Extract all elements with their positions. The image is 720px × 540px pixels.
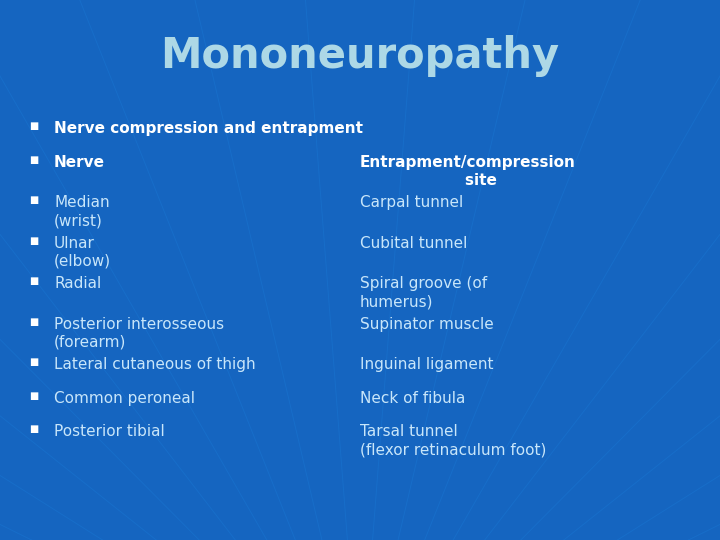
Text: ■: ■: [29, 195, 38, 206]
Text: ■: ■: [29, 317, 38, 327]
Text: ■: ■: [29, 122, 38, 132]
Text: ■: ■: [29, 391, 38, 401]
Text: Radial: Radial: [54, 276, 102, 292]
Text: Carpal tunnel: Carpal tunnel: [360, 195, 463, 211]
Text: Tarsal tunnel
(flexor retinaculum foot): Tarsal tunnel (flexor retinaculum foot): [360, 424, 546, 457]
Text: ■: ■: [29, 424, 38, 435]
Text: Posterior tibial: Posterior tibial: [54, 424, 165, 440]
Text: ■: ■: [29, 276, 38, 287]
Text: Posterior interosseous
(forearm): Posterior interosseous (forearm): [54, 317, 224, 350]
Text: Ulnar
(elbow): Ulnar (elbow): [54, 236, 111, 269]
Text: Supinator muscle: Supinator muscle: [360, 317, 494, 332]
Text: ■: ■: [29, 236, 38, 246]
Text: Inguinal ligament: Inguinal ligament: [360, 357, 493, 373]
Text: Entrapment/compression
                    site: Entrapment/compression site: [360, 155, 576, 188]
Text: Lateral cutaneous of thigh: Lateral cutaneous of thigh: [54, 357, 256, 373]
Text: Nerve: Nerve: [54, 155, 105, 170]
Text: ■: ■: [29, 155, 38, 165]
Text: Nerve compression and entrapment: Nerve compression and entrapment: [54, 122, 363, 137]
Text: Mononeuropathy: Mononeuropathy: [161, 35, 559, 77]
Text: ■: ■: [29, 357, 38, 368]
Text: Cubital tunnel: Cubital tunnel: [360, 236, 467, 251]
Text: Neck of fibula: Neck of fibula: [360, 391, 465, 406]
Text: Median
(wrist): Median (wrist): [54, 195, 109, 228]
Text: Common peroneal: Common peroneal: [54, 391, 195, 406]
Text: Spiral groove (of
humerus): Spiral groove (of humerus): [360, 276, 487, 309]
